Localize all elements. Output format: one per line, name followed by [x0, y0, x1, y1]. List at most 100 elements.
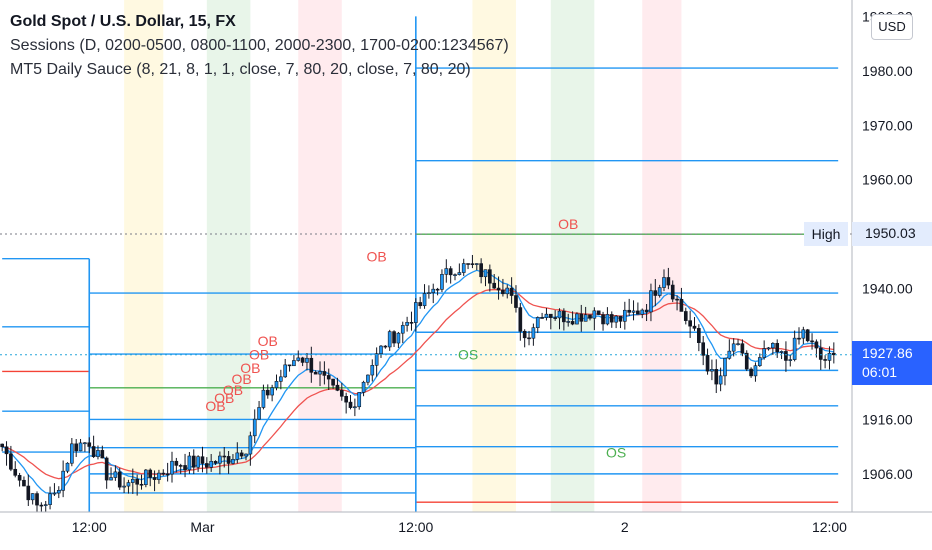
current-price-value: 1927.86	[862, 344, 913, 361]
candle-body	[405, 322, 409, 326]
candle-body	[435, 288, 440, 291]
session-band	[550, 0, 595, 512]
price-tick-label: 1980.00	[862, 63, 913, 79]
candle-body	[348, 401, 353, 408]
candle-body	[409, 322, 414, 324]
ob-label: OB	[249, 346, 269, 362]
candle-body	[130, 478, 135, 483]
candle-body	[261, 389, 266, 408]
candle-body	[296, 357, 301, 361]
os-label: OS	[458, 346, 478, 362]
candle-body	[30, 493, 35, 501]
candle-body	[548, 313, 553, 318]
candle-body	[270, 387, 274, 396]
candle-body	[731, 343, 736, 352]
candle-body	[831, 352, 836, 356]
candle-body	[431, 288, 436, 293]
candle-body	[553, 317, 557, 319]
candle-body	[601, 314, 605, 325]
candle-body	[379, 345, 383, 355]
candle-body	[666, 277, 671, 286]
candle-body	[357, 392, 362, 408]
candle-body	[705, 355, 710, 372]
candle-body	[644, 309, 649, 313]
candle-body	[218, 455, 222, 464]
candle-body	[540, 317, 544, 319]
price-tick-label: 1940.00	[862, 281, 913, 297]
candle-body	[583, 314, 588, 322]
candle-body	[596, 310, 601, 315]
candle-body	[239, 452, 244, 457]
candle-body	[562, 310, 566, 323]
candle-body	[448, 268, 453, 276]
level-lines	[2, 16, 839, 512]
candle-body	[235, 452, 240, 460]
candle-body	[213, 460, 218, 464]
candle-body	[0, 443, 5, 448]
sessions-indicator-label[interactable]: Sessions (D, 0200-0500, 0800-1100, 2000-…	[10, 37, 509, 54]
candle-body	[144, 469, 148, 486]
candle-body	[701, 342, 706, 356]
time-tick-label: Mar	[190, 519, 214, 535]
candle-body	[161, 472, 166, 475]
candle-body	[631, 310, 636, 313]
candle-body	[618, 315, 623, 322]
price-axis-bg[interactable]	[852, 0, 932, 512]
session-band	[642, 0, 682, 512]
candles	[0, 254, 836, 517]
sauce-indicator-label[interactable]: MT5 Daily Sauce (8, 21, 8, 1, 1, close, …	[10, 61, 471, 78]
time-tick-label: 12:00	[72, 519, 107, 535]
candle-body	[274, 381, 279, 389]
candle-body	[697, 328, 701, 343]
candle-body	[670, 284, 675, 300]
candle-body	[318, 371, 322, 375]
candle-body	[300, 357, 305, 363]
candle-body	[649, 290, 653, 313]
candle-body	[496, 287, 501, 291]
os-label: OS	[606, 445, 626, 461]
currency-button[interactable]: USD	[871, 14, 913, 40]
candle-body	[579, 313, 584, 322]
candle-body	[48, 493, 52, 505]
candle-body	[326, 375, 331, 380]
ob-label: OB	[223, 382, 243, 398]
candle-body	[627, 309, 632, 313]
candle-body	[183, 465, 187, 471]
candle-body	[592, 310, 597, 319]
candle-body	[492, 282, 497, 289]
candle-body	[287, 364, 292, 367]
candle-body	[61, 470, 65, 491]
ob-label: OB	[232, 371, 252, 387]
session-band	[124, 0, 164, 512]
ma-slow-line	[2, 289, 834, 480]
ob-label: OB	[258, 333, 278, 349]
candle-body	[505, 287, 510, 295]
candle-body	[231, 459, 235, 464]
candle-body	[387, 331, 392, 348]
candle-body	[422, 293, 427, 307]
candle-body	[222, 455, 227, 458]
candle-body	[35, 493, 39, 506]
candle-body	[683, 311, 688, 321]
time-tick-label: 2	[621, 519, 629, 535]
candle-body	[331, 378, 335, 386]
candle-body	[78, 442, 83, 452]
current-price-tag: 1927.86 06:01	[852, 340, 932, 385]
candle-body	[461, 263, 466, 273]
candle-body	[70, 443, 74, 464]
candle-body	[91, 446, 96, 458]
candle-body	[710, 369, 714, 372]
candle-body	[718, 375, 723, 385]
symbol-title[interactable]: Gold Spot / U.S. Dollar, 15, FX	[10, 13, 236, 30]
candle-body	[370, 365, 375, 376]
time-axis-bg[interactable]	[0, 512, 932, 550]
candle-body	[283, 364, 288, 378]
candle-body	[309, 357, 314, 373]
candle-body	[39, 504, 44, 507]
candle-body	[96, 450, 100, 458]
bar-countdown: 06:01	[862, 363, 898, 380]
candle-body	[453, 274, 457, 276]
candle-body	[148, 469, 153, 478]
candle-body	[252, 418, 257, 437]
